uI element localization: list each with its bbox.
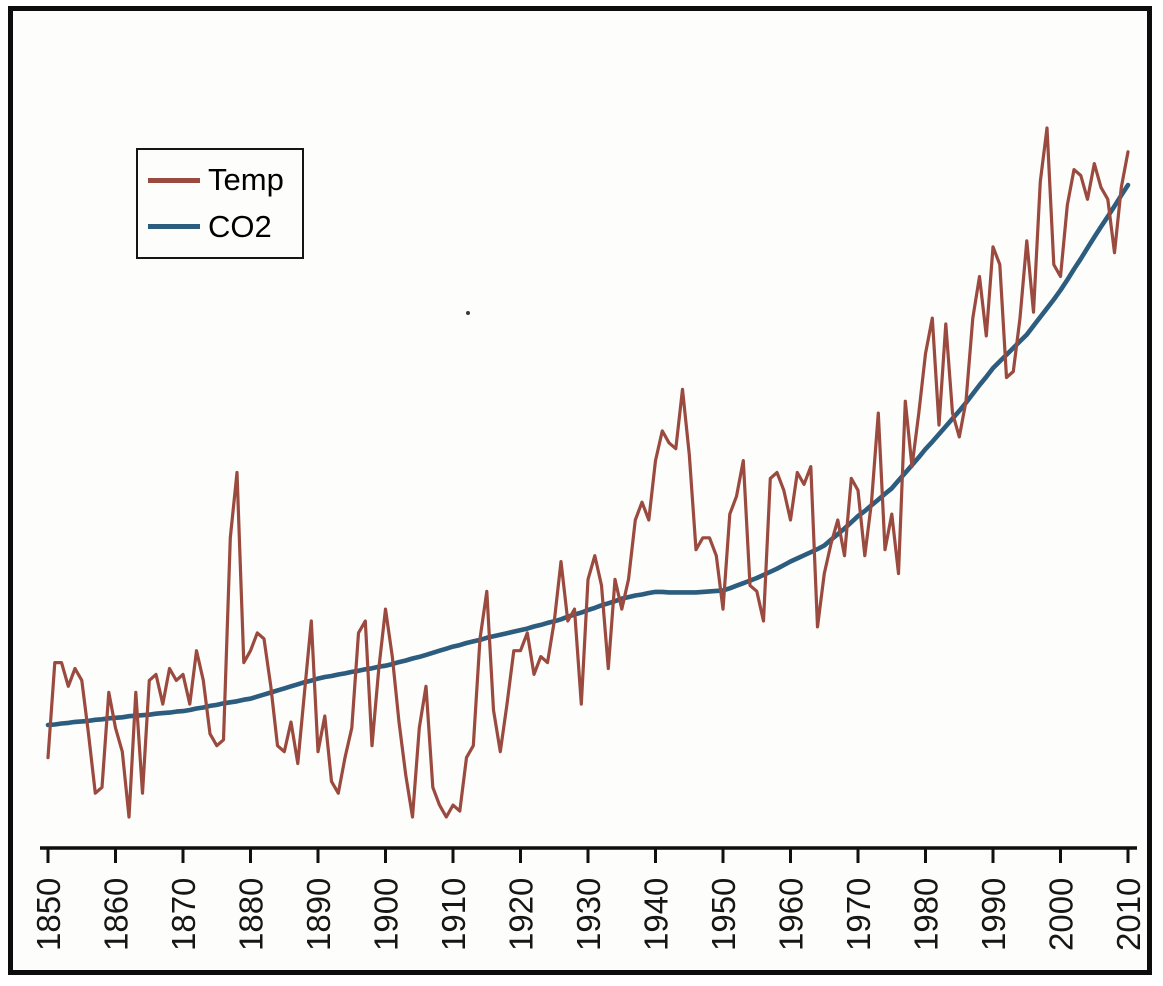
x-tick-label: 1950 bbox=[705, 878, 742, 951]
x-tick-label: 1870 bbox=[165, 878, 202, 951]
x-tick-label: 2010 bbox=[1110, 878, 1147, 951]
x-tick-label: 1860 bbox=[98, 878, 135, 951]
x-tick-label: 1980 bbox=[908, 878, 945, 951]
co2-line bbox=[45, 182, 1131, 728]
scan-artifact bbox=[466, 311, 470, 315]
x-tick-label: 1900 bbox=[368, 878, 405, 951]
temp-line-swatch bbox=[148, 177, 200, 183]
x-tick-label: 1970 bbox=[840, 878, 877, 951]
x-tick-label: 1920 bbox=[503, 878, 540, 951]
co2-line-swatch bbox=[148, 224, 200, 230]
legend: Temp CO2 bbox=[136, 148, 304, 260]
x-tick-label: 1960 bbox=[773, 878, 810, 951]
legend-item-temp: Temp bbox=[148, 162, 294, 197]
temp-legend-label: Temp bbox=[208, 162, 284, 197]
x-tick-label: 1990 bbox=[975, 878, 1012, 951]
x-tick-label: 1850 bbox=[30, 878, 67, 951]
co2-legend-label: CO2 bbox=[208, 208, 272, 244]
legend-item-co2: CO2 bbox=[148, 208, 294, 244]
x-tick-label: 1940 bbox=[638, 878, 675, 951]
x-tick-label: 1930 bbox=[570, 878, 607, 951]
x-tick-label: 1890 bbox=[300, 878, 337, 951]
x-tick-label: 1880 bbox=[233, 878, 270, 951]
temp-line bbox=[46, 126, 1130, 819]
x-tick-label: 1910 bbox=[435, 878, 472, 951]
x-tick-label: 2000 bbox=[1043, 878, 1080, 951]
